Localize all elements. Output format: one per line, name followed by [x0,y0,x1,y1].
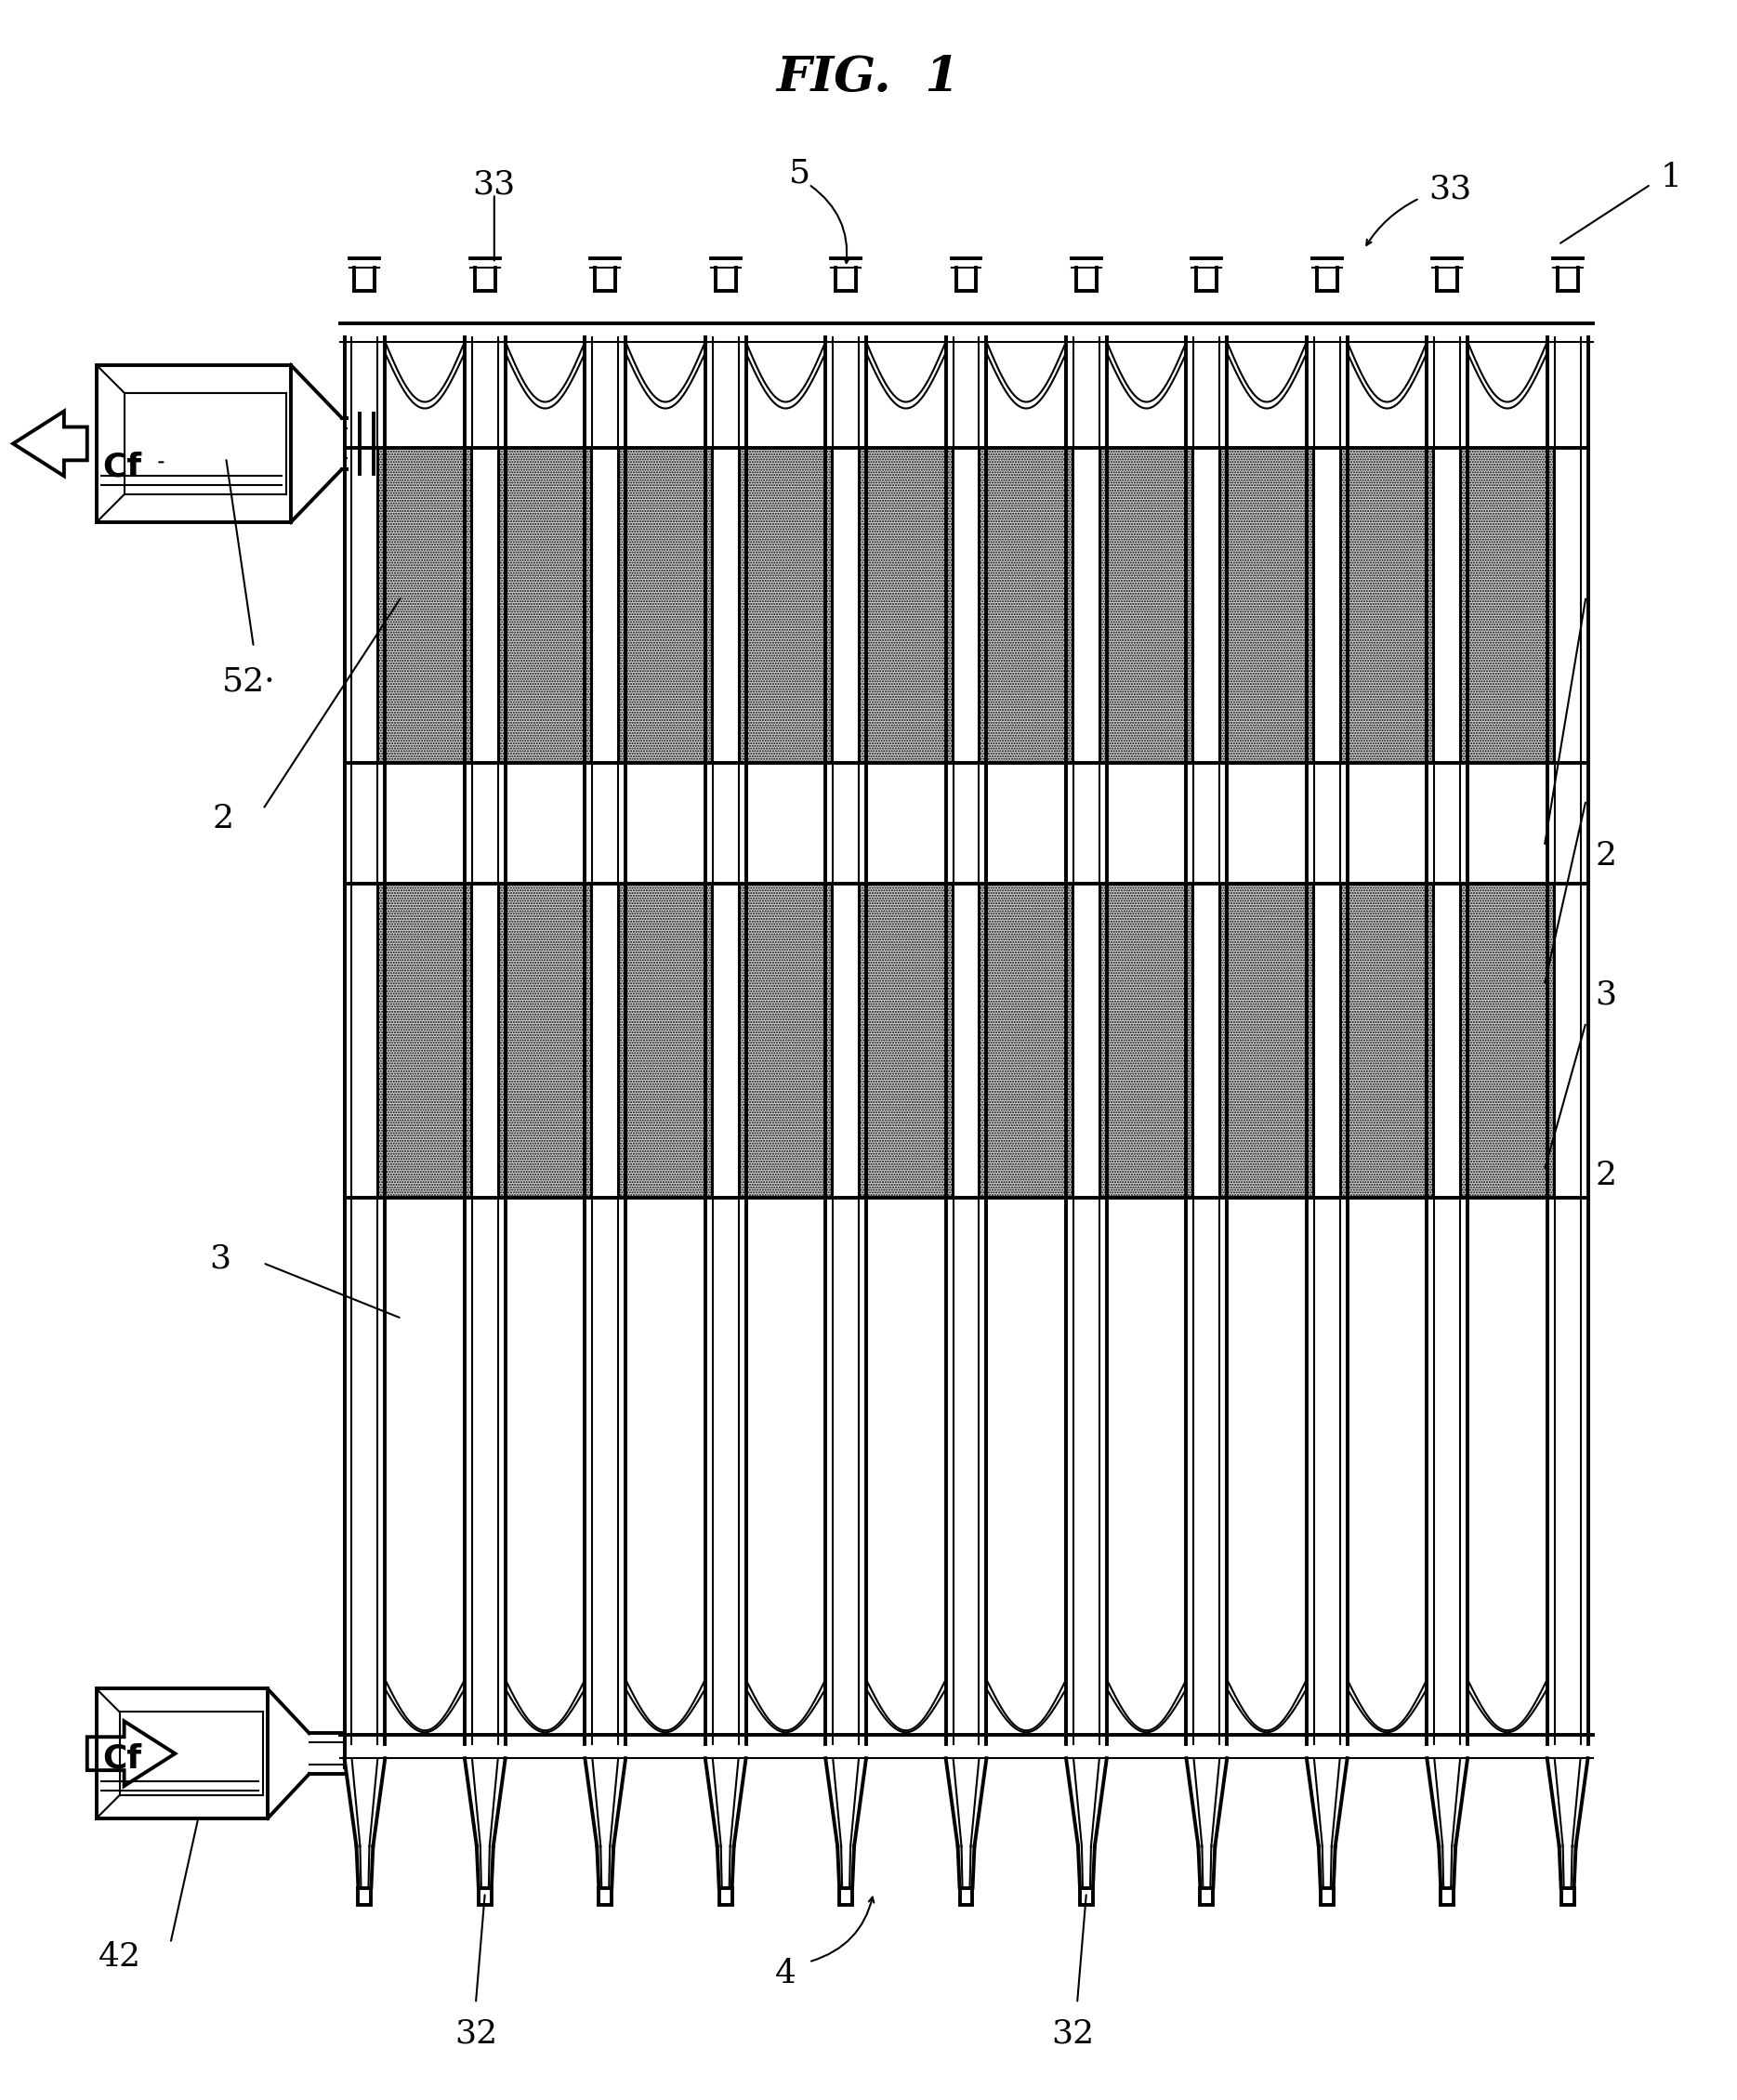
Polygon shape [1100,447,1193,762]
Text: 52·: 52· [222,666,276,697]
Polygon shape [860,447,952,762]
Polygon shape [1461,447,1553,762]
Text: 32: 32 [455,2018,497,2050]
Text: 4: 4 [775,1957,796,1989]
Text: 33: 33 [472,168,516,200]
Text: Cf: Cf [102,1743,142,1774]
Polygon shape [980,447,1072,762]
Text: 1: 1 [1661,162,1681,193]
Text: FIG.  1: FIG. 1 [776,55,959,101]
Polygon shape [1461,884,1553,1199]
Polygon shape [1100,884,1193,1199]
Polygon shape [618,447,712,762]
Text: 2: 2 [1595,1159,1617,1191]
Text: 42: 42 [97,1942,141,1974]
Polygon shape [1341,447,1433,762]
Polygon shape [980,884,1072,1199]
Polygon shape [499,447,591,762]
Polygon shape [860,884,952,1199]
Polygon shape [618,884,712,1199]
Polygon shape [1341,884,1433,1199]
Text: 2: 2 [1595,840,1617,871]
Text: 5: 5 [789,158,811,189]
Text: 3: 3 [1595,979,1617,1010]
Polygon shape [379,447,471,762]
Text: 2: 2 [212,802,233,834]
Text: 3: 3 [208,1243,231,1275]
Text: 33: 33 [1430,172,1471,206]
Polygon shape [499,884,591,1199]
Polygon shape [740,447,832,762]
Polygon shape [87,1722,175,1785]
Text: Cf: Cf [102,452,142,483]
Polygon shape [740,884,832,1199]
Text: 32: 32 [1051,2018,1094,2050]
Polygon shape [1221,884,1313,1199]
Polygon shape [1221,447,1313,762]
Polygon shape [379,884,471,1199]
Polygon shape [14,412,87,477]
